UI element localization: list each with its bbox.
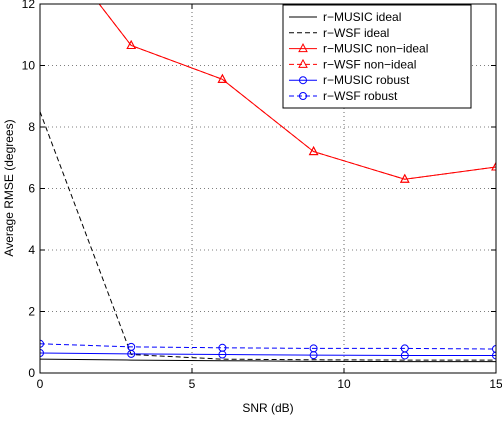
series-line-r-wsf-non-ideal <box>98 4 496 180</box>
legend-item: r−WSF non−ideal <box>289 57 416 71</box>
data-point-circle-marker <box>218 343 227 352</box>
data-point-triangle-marker <box>399 173 410 183</box>
x-tick-label: 0 <box>37 377 44 391</box>
data-point-triangle-marker <box>217 73 228 83</box>
data-point-circle-marker <box>127 342 136 351</box>
legend-triangle-marker <box>298 43 308 53</box>
ticks: 0 5 10 15 0 2 4 6 8 10 12 <box>22 0 502 391</box>
data-point-circle-marker <box>400 344 409 353</box>
series-r-wsf-ideal <box>40 111 496 361</box>
data-point-circle-marker <box>40 349 44 358</box>
legend-box <box>282 4 472 109</box>
y-tick-label: 4 <box>28 243 35 257</box>
series-r-wsf-robust <box>40 339 496 354</box>
series-r-music-ideal <box>40 358 496 363</box>
series-line-r-wsf-ideal <box>40 111 496 361</box>
y-axis-title: Average RMSE (degrees) <box>2 119 16 256</box>
legend-circle-marker <box>299 76 307 85</box>
data-point-circle-marker <box>492 345 496 354</box>
x-tick-label: 15 <box>489 377 502 391</box>
legend-label: r−MUSIC robust <box>323 73 410 87</box>
series-line-r-music-robust <box>40 352 496 356</box>
legend: r−MUSIC ideal r−WSF ideal r−MUSIC non−idea… <box>282 4 472 109</box>
y-tick-label: 2 <box>28 305 35 319</box>
y-tick-label: 10 <box>22 59 36 73</box>
series-line-r-wsf-robust <box>40 343 496 350</box>
x-tick-label: 10 <box>337 377 351 391</box>
y-tick-label: 0 <box>28 366 35 380</box>
data-point-triangle-marker <box>126 39 137 50</box>
x-axis-title: SNR (dB) <box>242 401 293 415</box>
legend-item: r−MUSIC ideal <box>289 10 401 24</box>
y-tick-label: 6 <box>28 182 35 196</box>
legend-triangle-marker <box>298 58 308 68</box>
legend-item: r−MUSIC robust <box>289 73 410 87</box>
data-point-triangle-marker <box>308 146 319 156</box>
legend-label: r−WSF non−ideal <box>323 57 416 71</box>
legend-circle-marker <box>299 92 307 100</box>
legend-label: r−WSF robust <box>323 89 398 103</box>
y-tick-label: 8 <box>28 120 35 134</box>
legend-item: r−WSF robust <box>289 89 398 103</box>
data-point-circle-marker <box>492 351 496 360</box>
legend-item: r−WSF ideal <box>289 26 389 40</box>
legend-label: r−MUSIC non−ideal <box>323 42 428 56</box>
series-line-r-music-ideal <box>40 358 496 363</box>
x-tick-label: 5 <box>189 377 196 391</box>
data-point-circle-marker <box>40 339 44 348</box>
legend-label: r−MUSIC ideal <box>323 10 401 24</box>
series-r-wsf-non-ideal <box>98 4 496 183</box>
data-point-triangle-marker <box>491 161 496 171</box>
legend-item: r−MUSIC non−ideal <box>289 42 428 56</box>
data-point-circle-marker <box>309 344 318 353</box>
series-layer <box>40 4 496 363</box>
legend-label: r−WSF ideal <box>323 26 389 40</box>
y-tick-label: 12 <box>22 0 36 11</box>
